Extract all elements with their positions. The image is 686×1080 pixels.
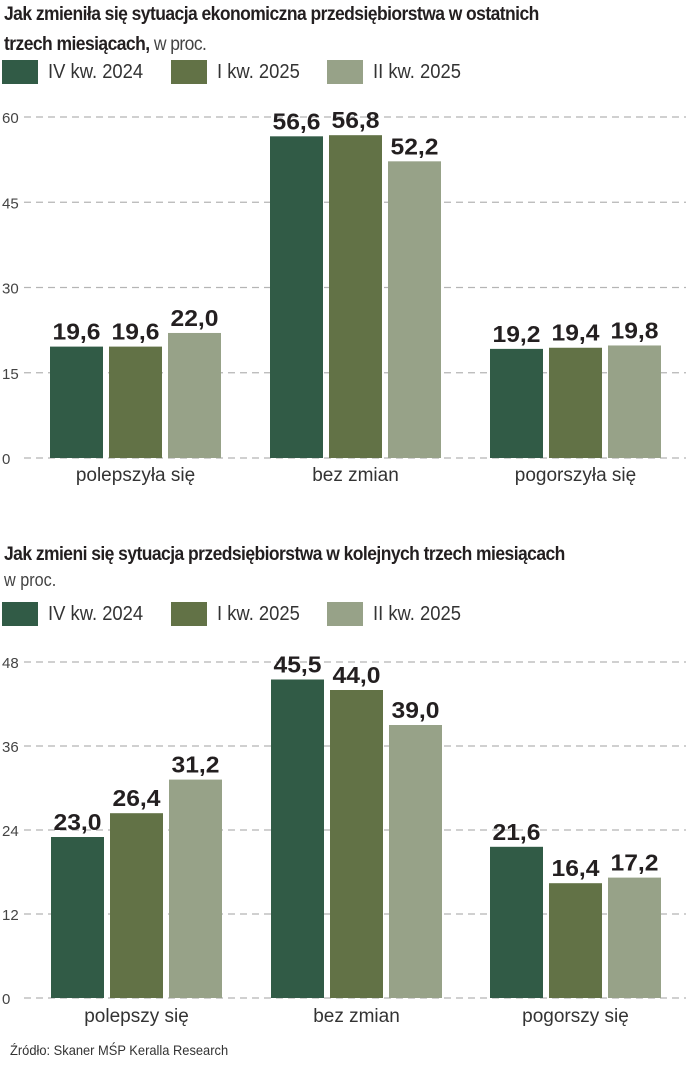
legend-item: II kw. 2025 [327, 602, 469, 626]
chart1-value-label: 19,8 [611, 317, 659, 343]
legend-item: IV kw. 2024 [2, 602, 151, 626]
chart1-bar [168, 332, 221, 458]
chart1-value-label: 19,6 [112, 319, 160, 345]
chart2-value-label: 44,0 [333, 662, 381, 688]
chart2-ytick-label: 36 [2, 739, 19, 756]
chart1-value-label: 22,0 [171, 305, 219, 331]
chart2-bar [608, 877, 661, 998]
chart1-ytick-label: 30 [2, 281, 19, 298]
chart2-value-label: 16,4 [552, 855, 600, 881]
chart1-ytick-label: 0 [2, 451, 10, 468]
legend-label: IV kw. 2024 [48, 60, 144, 83]
chart2-bar [490, 846, 543, 998]
chart2-ytick-label: 48 [2, 655, 19, 672]
chart2-bar [330, 690, 383, 998]
legend-label: II kw. 2025 [373, 60, 462, 83]
chart2-category-label: pogorszy się [522, 1006, 629, 1027]
legend-label: IV kw. 2024 [48, 602, 144, 625]
chart1-category-label: pogorszyła się [515, 465, 636, 486]
chart1-plot: 0 15 30 45 60 19,6 19,6 22,0 polepszyła się 56,6 5… [2, 107, 686, 486]
chart2-ytick-label: 24 [2, 823, 19, 840]
chart1-bar [50, 346, 103, 458]
chart2-bar [51, 837, 104, 998]
chart2-ytick-label: 0 [2, 991, 10, 1008]
chart2-value-label: 26,4 [113, 785, 161, 811]
legend-label: II kw. 2025 [373, 602, 462, 625]
legend-swatch [327, 602, 364, 626]
chart1-value-label: 19,2 [493, 321, 541, 347]
legend-swatch [171, 602, 208, 626]
chart1-unit: w proc. [153, 34, 207, 55]
chart1-category-label: bez zmian [312, 465, 399, 486]
chart2-value-label: 31,2 [172, 752, 220, 778]
chart1-value-label: 56,6 [273, 108, 321, 134]
chart1-legend: IV kw. 2024 I kw. 2025 II kw. 2025 [2, 60, 489, 84]
chart1-bar [388, 161, 441, 458]
chart1-bar [608, 345, 661, 458]
legend-item: I kw. 2025 [171, 602, 307, 626]
chart2-value-label: 23,0 [54, 809, 102, 835]
chart1-ytick-label: 15 [2, 366, 19, 383]
chart2-category-label: polepszy się [84, 1006, 189, 1027]
chart2-category-label: bez zmian [313, 1006, 400, 1027]
legend-item: I kw. 2025 [171, 60, 307, 84]
source-note: Źródło: Skaner MŚP Keralla Research [10, 1042, 229, 1058]
chart2-bar [271, 679, 324, 998]
chart1-value-label: 19,6 [53, 319, 101, 345]
chart1-bar [270, 136, 323, 458]
chart2-bar [169, 779, 222, 998]
chart2-legend: IV kw. 2024 I kw. 2025 II kw. 2025 [2, 602, 489, 626]
chart1-value-label: 56,8 [332, 107, 380, 133]
chart1-category-label: polepszyła się [76, 465, 195, 486]
chart2-title: Jak zmieni się sytuacja przedsiębiorstwa… [4, 544, 565, 565]
legend-swatch [327, 60, 364, 84]
chart2-unit: w proc. [4, 570, 57, 590]
chart2-value-label: 45,5 [274, 652, 322, 678]
chart1-value-label: 19,4 [552, 320, 600, 346]
legend-swatch [2, 60, 38, 84]
chart2-bar [549, 883, 602, 998]
chart1-bar [490, 348, 543, 458]
chart2-value-label: 21,6 [493, 819, 541, 845]
chart2-value-label: 17,2 [611, 850, 659, 876]
chart1-bar [109, 346, 162, 458]
legend-label: I kw. 2025 [217, 60, 301, 83]
legend-swatch [171, 60, 208, 84]
chart1-title-line2: trzech miesiącach, [4, 34, 150, 55]
chart1-title-line1: Jak zmieniła się sytuacja ekonomiczna pr… [4, 4, 539, 25]
chart1-bar [329, 135, 382, 459]
chart2-value-label: 39,0 [392, 697, 440, 723]
chart1-title: Jak zmieniła się sytuacja ekonomiczna pr… [4, 0, 539, 60]
legend-label: I kw. 2025 [217, 602, 301, 625]
chart2-bar [110, 813, 163, 998]
legend-swatch [2, 602, 38, 626]
chart1-ytick-label: 45 [2, 195, 19, 212]
legend-item: II kw. 2025 [327, 60, 469, 84]
chart1-bar [549, 347, 602, 458]
legend-item: IV kw. 2024 [2, 60, 151, 84]
chart1-ytick-label: 60 [2, 110, 19, 127]
chart1-value-label: 52,2 [391, 133, 439, 159]
chart2-bar [389, 725, 442, 998]
chart2-ytick-label: 12 [2, 907, 19, 924]
